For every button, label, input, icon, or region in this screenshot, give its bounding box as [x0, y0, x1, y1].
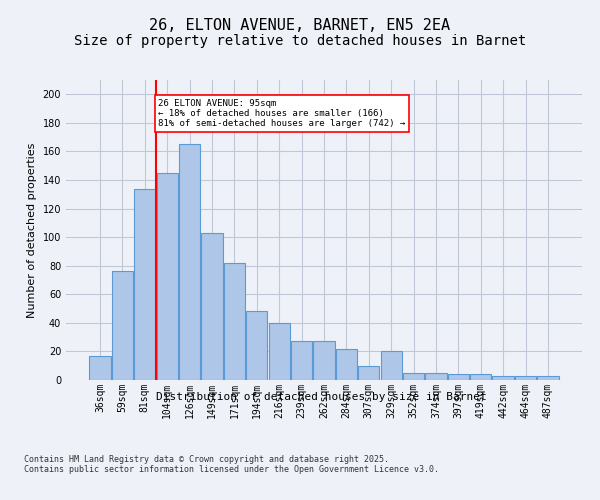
Y-axis label: Number of detached properties: Number of detached properties — [27, 142, 37, 318]
Bar — [537, 376, 559, 380]
Bar — [157, 173, 178, 380]
Bar — [313, 342, 335, 380]
Bar — [358, 366, 379, 380]
Bar — [515, 376, 536, 380]
Bar — [269, 323, 290, 380]
Bar — [425, 373, 446, 380]
Text: Distribution of detached houses by size in Barnet: Distribution of detached houses by size … — [155, 392, 487, 402]
Bar — [403, 373, 424, 380]
Text: Size of property relative to detached houses in Barnet: Size of property relative to detached ho… — [74, 34, 526, 48]
Bar — [291, 342, 312, 380]
Bar — [380, 352, 402, 380]
Bar — [112, 272, 133, 380]
Text: 26, ELTON AVENUE, BARNET, EN5 2EA: 26, ELTON AVENUE, BARNET, EN5 2EA — [149, 18, 451, 32]
Bar — [448, 374, 469, 380]
Bar — [493, 376, 514, 380]
Bar — [179, 144, 200, 380]
Bar — [134, 188, 155, 380]
Text: Contains HM Land Registry data © Crown copyright and database right 2025.
Contai: Contains HM Land Registry data © Crown c… — [24, 455, 439, 474]
Bar — [470, 374, 491, 380]
Bar — [202, 233, 223, 380]
Text: 26 ELTON AVENUE: 95sqm
← 18% of detached houses are smaller (166)
81% of semi-de: 26 ELTON AVENUE: 95sqm ← 18% of detached… — [158, 98, 406, 128]
Bar — [246, 312, 268, 380]
Bar — [89, 356, 111, 380]
Bar — [336, 348, 357, 380]
Bar — [224, 263, 245, 380]
